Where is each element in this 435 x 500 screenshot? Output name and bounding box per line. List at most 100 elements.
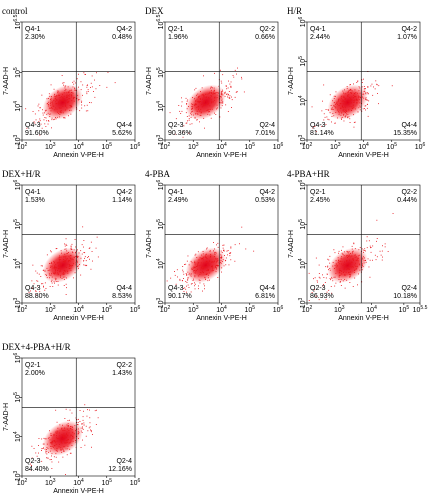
cell-dot <box>183 125 185 127</box>
cell-dot <box>82 439 83 441</box>
cell-dot <box>63 436 65 438</box>
cell-dot <box>220 260 222 261</box>
cell-dot <box>60 448 62 450</box>
cell-dot <box>204 97 206 99</box>
cell-dot <box>191 107 193 109</box>
cell-dot <box>387 251 389 252</box>
x-tick-label: 103 <box>188 142 199 151</box>
cell-dot <box>205 274 207 275</box>
tick-base: 10 <box>300 137 307 145</box>
cell-dot <box>47 123 49 125</box>
x-tick-label: 102 <box>302 305 313 314</box>
cell-dot <box>234 260 236 262</box>
cell-dot <box>230 247 232 249</box>
cell-dot <box>33 283 35 285</box>
cell-dot <box>367 86 369 88</box>
cell-dot <box>357 80 358 82</box>
cell-dot <box>63 271 64 273</box>
cell-dot <box>55 279 56 281</box>
quadrant-name: Q2-1 <box>25 362 41 369</box>
cell-dot <box>59 97 61 98</box>
cell-dot <box>66 431 68 433</box>
cell-dot <box>365 109 366 111</box>
tick-base: 10 <box>130 144 138 151</box>
cell-dot <box>55 248 57 250</box>
cell-dot <box>65 257 67 259</box>
cell-dot <box>329 278 331 279</box>
cell-dot <box>356 102 358 104</box>
cell-dot <box>340 285 342 286</box>
cell-dot <box>56 430 58 432</box>
cell-dot <box>340 95 342 97</box>
cell-dot <box>56 440 58 442</box>
cell-dot <box>364 259 366 261</box>
cell-dot <box>70 452 72 454</box>
cell-dot <box>376 238 378 239</box>
cell-dot <box>195 87 197 89</box>
cell-dot <box>331 116 333 117</box>
cell-dot <box>48 98 49 99</box>
quadrant-name: Q2-3 <box>310 285 326 292</box>
cell-dot <box>356 99 357 101</box>
cell-dot <box>51 117 53 119</box>
cell-dot <box>347 100 349 102</box>
cell-dot <box>207 268 209 270</box>
cell-dot <box>114 82 116 84</box>
y-axis-label: 7-AAD-H <box>3 67 10 95</box>
tick-exponent: 6 <box>138 142 141 148</box>
cell-dot <box>86 93 88 95</box>
tick-base: 10 <box>101 307 109 314</box>
cell-dot <box>33 121 35 123</box>
cell-dot <box>183 273 185 275</box>
cell-dot <box>59 114 61 115</box>
cell-dot <box>211 86 212 88</box>
cell-dot <box>175 118 177 120</box>
cell-dot <box>345 97 347 99</box>
x-axis-label: Annexin V-PE-H <box>53 315 104 322</box>
x-tick-label: 104 <box>216 142 227 151</box>
cell-dot <box>32 287 34 289</box>
cell-dot <box>74 97 76 99</box>
cell-dot <box>70 109 72 111</box>
cell-dot <box>194 260 196 262</box>
cell-dot <box>361 110 363 112</box>
cell-dot <box>362 249 364 251</box>
cell-dot <box>195 104 197 105</box>
cell-dot <box>90 431 92 433</box>
cell-dot <box>42 283 44 285</box>
cell-dot <box>41 438 43 440</box>
cell-dot <box>47 448 49 450</box>
cell-dot <box>327 266 329 268</box>
cell-dot <box>365 93 367 95</box>
tick-base: 10 <box>216 307 224 314</box>
cell-dot <box>80 250 82 252</box>
cell-dot <box>344 275 346 276</box>
quadrant-name: Q2-3 <box>168 122 184 129</box>
y-tick-label: 105 <box>156 67 165 78</box>
cell-dot <box>197 106 199 108</box>
cell-dot <box>344 107 346 109</box>
cell-dot <box>198 101 200 103</box>
cell-dot <box>361 267 363 268</box>
cell-dot <box>331 108 333 110</box>
cell-dot <box>200 267 202 269</box>
cell-dot <box>220 69 221 71</box>
cell-dot <box>184 264 185 265</box>
cell-dot <box>67 102 69 104</box>
cell-dot <box>76 260 78 262</box>
x-tick-label: 106 <box>273 142 284 151</box>
cell-dot <box>68 255 70 257</box>
cell-dot <box>67 435 69 437</box>
cell-dot <box>218 85 220 87</box>
cell-dot <box>86 104 88 106</box>
cell-dot <box>347 94 349 96</box>
quadrant-percent: 2.00% <box>25 370 45 377</box>
cell-dot <box>57 262 59 264</box>
cell-dot <box>194 254 196 256</box>
cell-dot <box>342 99 344 101</box>
tick-base: 10 <box>334 307 342 314</box>
cell-dot <box>186 103 187 105</box>
cell-dot <box>374 88 376 90</box>
cell-dot <box>39 118 41 120</box>
cell-dot <box>182 266 184 267</box>
